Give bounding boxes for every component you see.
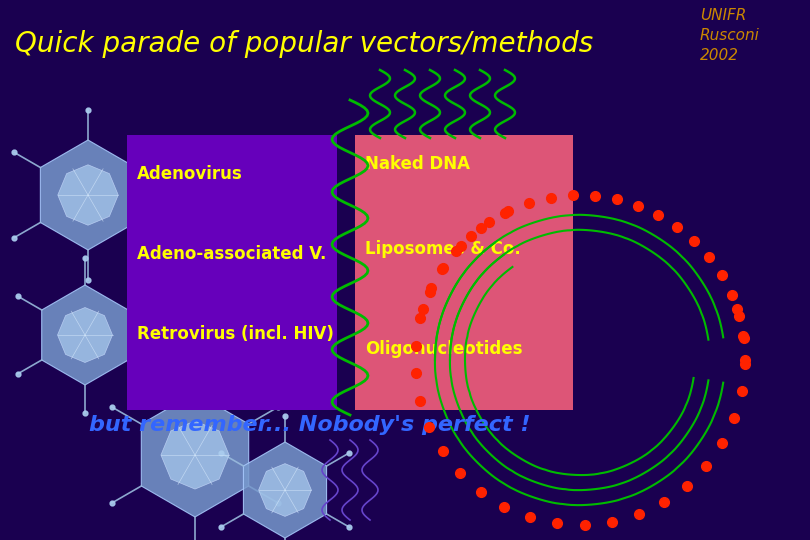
- Text: Adenovirus: Adenovirus: [137, 165, 243, 183]
- Text: Retrovirus (incl. HIV): Retrovirus (incl. HIV): [137, 325, 334, 343]
- Text: but remember... Nobody's perfect !: but remember... Nobody's perfect !: [89, 415, 531, 435]
- Polygon shape: [244, 442, 326, 538]
- Polygon shape: [141, 393, 249, 517]
- Bar: [355, 135, 573, 410]
- Text: Oligonucleotides: Oligonucleotides: [365, 340, 522, 358]
- Text: Liposomes & Co.: Liposomes & Co.: [365, 240, 521, 258]
- Polygon shape: [58, 165, 118, 225]
- Polygon shape: [58, 307, 113, 362]
- Text: UNIFR
Rusconi
2002: UNIFR Rusconi 2002: [700, 8, 760, 63]
- Polygon shape: [161, 421, 229, 489]
- Polygon shape: [40, 140, 135, 250]
- Text: Naked DNA: Naked DNA: [365, 155, 470, 173]
- Polygon shape: [258, 464, 311, 516]
- Text: Quick parade of popular vectors/methods: Quick parade of popular vectors/methods: [15, 30, 593, 58]
- Bar: [127, 135, 337, 410]
- Polygon shape: [41, 285, 128, 385]
- Text: Adeno-associated V.: Adeno-associated V.: [137, 245, 326, 263]
